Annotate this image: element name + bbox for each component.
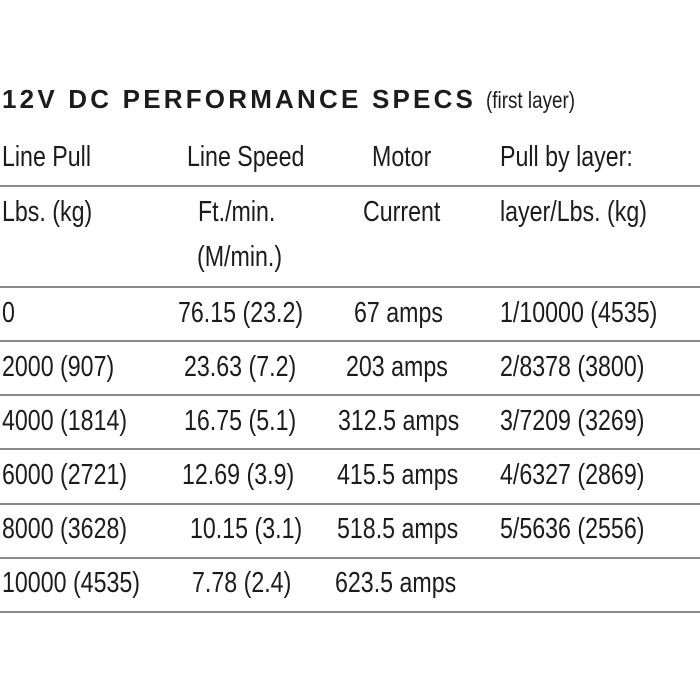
header-motor: Motor <box>372 141 432 173</box>
divider <box>0 611 700 613</box>
divider <box>0 394 700 396</box>
cell-line-pull: 2000 (907) <box>2 351 115 383</box>
title-subtitle: (first layer) <box>486 87 576 113</box>
divider <box>0 448 700 450</box>
header-lbs-kg: Lbs. (kg) <box>2 196 93 228</box>
cell-pull-by-layer: 4/6327 (2869) <box>500 459 645 491</box>
header-line-speed: Line Speed <box>187 141 305 173</box>
cell-motor-current: 312.5 amps <box>338 405 460 437</box>
cell-pull-by-layer: 1/10000 (4535) <box>500 297 658 329</box>
divider <box>0 503 700 505</box>
cell-line-pull: 8000 (3628) <box>2 513 128 545</box>
cell-motor-current: 518.5 amps <box>337 513 459 545</box>
cell-pull-by-layer: 2/8378 (3800) <box>500 351 645 383</box>
header-layer-lbs-kg: layer/Lbs. (kg) <box>500 196 647 228</box>
cell-pull-by-layer: 3/7209 (3269) <box>500 405 645 437</box>
divider <box>0 340 700 342</box>
cell-motor-current: 67 amps <box>354 297 443 329</box>
cell-motor-current: 415.5 amps <box>337 459 459 491</box>
cell-pull-by-layer: 5/5636 (2556) <box>500 513 645 545</box>
cell-line-speed: 76.15 (23.2) <box>178 297 304 329</box>
cell-line-speed: 10.15 (3.1) <box>190 513 303 545</box>
cell-line-pull: 6000 (2721) <box>2 459 128 491</box>
cell-line-speed: 23.63 (7.2) <box>184 351 297 383</box>
divider <box>0 185 700 187</box>
cell-motor-current: 203 amps <box>346 351 448 383</box>
header-m-min: (M/min.) <box>197 241 283 273</box>
cell-line-pull: 0 <box>2 297 15 329</box>
cell-line-pull: 10000 (4535) <box>2 567 141 599</box>
header-line-pull: Line Pull <box>2 141 91 173</box>
cell-line-speed: 12.69 (3.9) <box>182 459 295 491</box>
table-title: 12V DC PERFORMANCE SPECS (first layer) <box>2 84 595 115</box>
cell-line-speed: 16.75 (5.1) <box>184 405 297 437</box>
cell-line-speed: 7.78 (2.4) <box>192 567 292 599</box>
cell-motor-current: 623.5 amps <box>335 567 457 599</box>
cell-line-pull: 4000 (1814) <box>2 405 128 437</box>
header-current: Current <box>363 196 441 228</box>
header-pull-by-layer: Pull by layer: <box>500 141 633 173</box>
title-text: 12V DC PERFORMANCE SPECS <box>2 84 477 114</box>
divider <box>0 286 700 288</box>
header-ft-min: Ft./min. <box>198 196 276 228</box>
divider <box>0 557 700 559</box>
